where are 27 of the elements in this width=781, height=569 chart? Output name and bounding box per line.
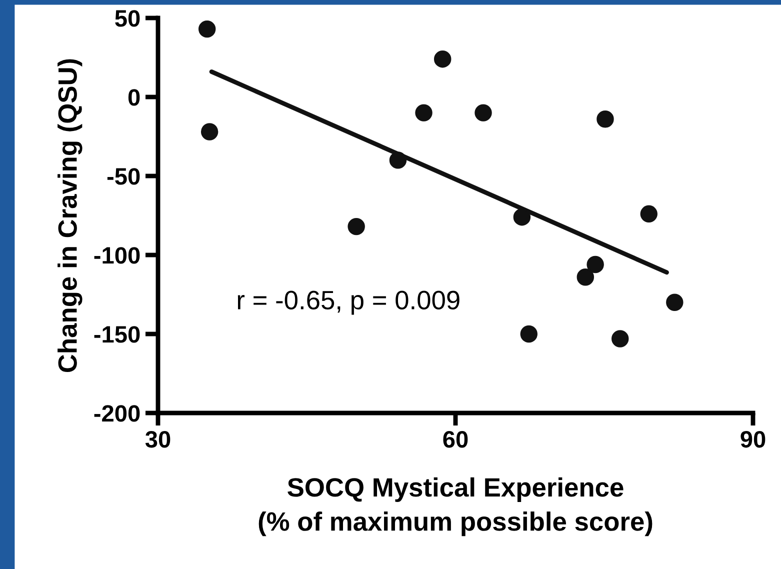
point <box>198 20 216 38</box>
x-tick-label: 30 <box>145 430 170 448</box>
point <box>596 110 614 128</box>
y-tick-label: -200 <box>94 405 140 422</box>
x-tick-label: 90 <box>740 430 766 448</box>
point <box>474 104 492 122</box>
annotation: r = -0.65, p = 0.009 <box>238 290 460 315</box>
y-tick-label: 0 <box>128 89 140 106</box>
point <box>434 50 452 68</box>
y-tick-label: -50 <box>107 168 140 185</box>
y-axis-title: Change in Craving (QSU) <box>58 59 82 372</box>
x-tick-label: 60 <box>443 430 468 448</box>
x-axis-title: SOCQ Mystical Experience (% of maximum possible score) <box>258 477 652 536</box>
point <box>666 294 684 312</box>
point <box>415 104 432 122</box>
point <box>612 330 629 348</box>
point <box>586 256 604 274</box>
point <box>200 123 218 140</box>
y-tick-label: -150 <box>94 326 140 343</box>
point <box>348 218 365 236</box>
point <box>513 208 531 226</box>
point <box>640 205 658 223</box>
point <box>520 325 538 343</box>
y-tick-label: -100 <box>94 247 140 264</box>
point <box>576 268 594 286</box>
y-tick-label: 50 <box>115 10 140 27</box>
point <box>389 152 407 169</box>
